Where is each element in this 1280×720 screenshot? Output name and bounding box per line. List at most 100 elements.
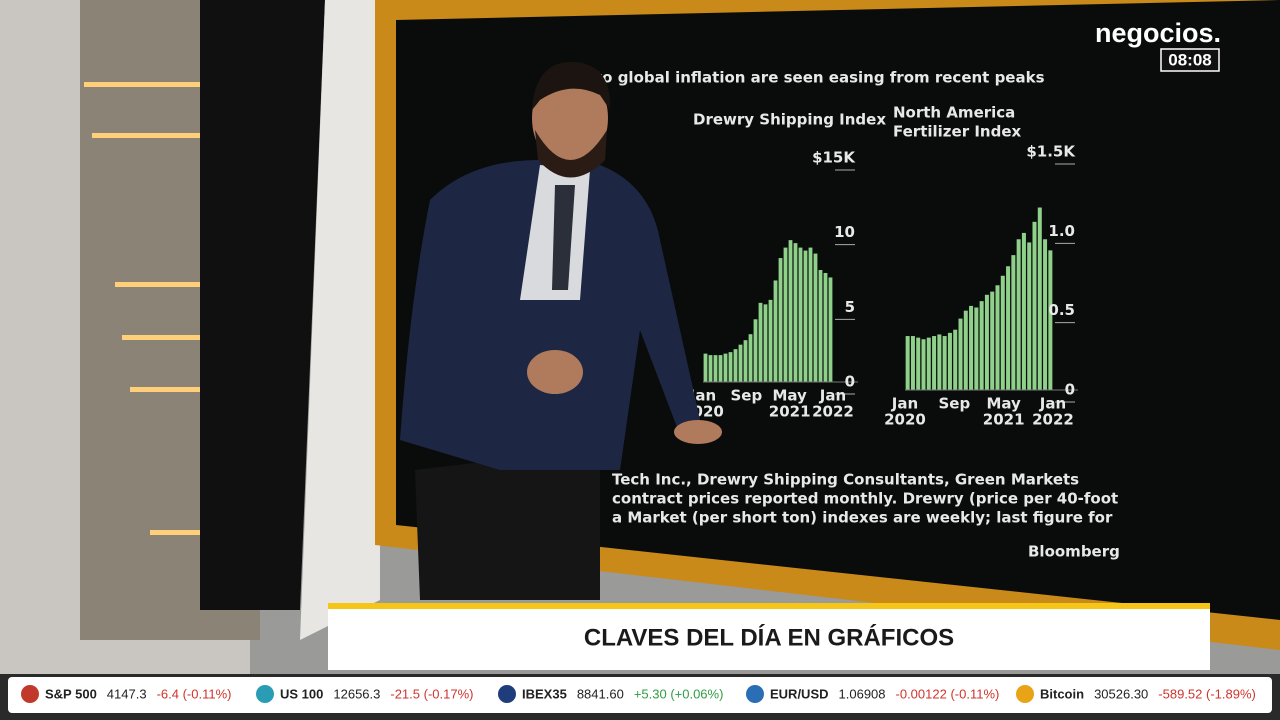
bar (921, 339, 926, 390)
presenter (400, 61, 722, 600)
y-tick-label: 5 (845, 298, 855, 316)
banner-accent (328, 603, 1210, 609)
ticker-name: IBEX35 (522, 686, 567, 701)
y-tick-label: $1.5K (1026, 143, 1076, 161)
bar (1043, 239, 1048, 390)
ticker-price: 4147.3 (107, 686, 147, 701)
bar (748, 334, 753, 382)
bar (788, 240, 793, 382)
bar (942, 336, 947, 390)
footnote-line: a Market (per short ton) indexes are wee… (612, 509, 1113, 527)
bar (1048, 250, 1053, 390)
bar (758, 302, 763, 382)
bar (990, 291, 995, 390)
ticker-price: 1.06908 (839, 686, 886, 701)
x-tick-label: 2021 (983, 411, 1025, 429)
ticker-change: -21.5 (-0.17%) (390, 686, 473, 701)
bar (937, 334, 942, 390)
light-strips (84, 82, 254, 535)
x-tick-label: 2022 (1032, 411, 1074, 429)
bar (1000, 275, 1005, 390)
ticker-price: 8841.60 (577, 686, 624, 701)
y-tick-label: $15K (812, 149, 856, 167)
bar (1037, 207, 1042, 390)
bar (818, 270, 823, 382)
ticker-name: US 100 (280, 686, 323, 701)
x-tick-label: 2022 (812, 403, 854, 421)
bar (963, 310, 968, 390)
chart-title: North America (893, 104, 1015, 122)
y-tick-label: 0 (1065, 381, 1075, 399)
wall (300, 0, 380, 640)
bar (823, 272, 828, 382)
ticker-icon (21, 685, 39, 703)
bar (1021, 232, 1026, 390)
ticker-change: -6.4 (-0.11%) (157, 686, 232, 701)
bar (703, 353, 708, 382)
logo: negocios. (1095, 18, 1221, 48)
ticker-change: +5.30 (+0.06%) (634, 686, 724, 701)
chart-title: Drewry Shipping Index (693, 111, 886, 129)
bar (974, 307, 979, 390)
bar (1006, 266, 1011, 390)
ticker-name: Bitcoin (1040, 686, 1084, 701)
ticker-change: -589.52 (-1.89%) (1158, 686, 1256, 701)
ticker-change: -0.00122 (-0.11%) (896, 686, 1000, 701)
bar (783, 247, 788, 382)
bar (768, 299, 773, 382)
bar (743, 340, 748, 382)
bar (763, 304, 768, 382)
bar (979, 301, 984, 390)
x-tick-label: May (986, 395, 1021, 413)
banner (328, 603, 1210, 670)
y-tick-label: 0.5 (1048, 301, 1075, 319)
bar (1016, 239, 1021, 390)
bar (723, 353, 728, 382)
ticker (8, 677, 1272, 713)
bar (916, 337, 921, 390)
clock: 08:08 (1168, 50, 1211, 69)
x-tick-label: Jan (819, 387, 846, 405)
ticker-price: 12656.3 (333, 686, 380, 701)
ticker-icon (498, 685, 516, 703)
y-tick-label: 0 (845, 373, 855, 391)
ticker-icon (1016, 685, 1034, 703)
bar (969, 305, 974, 390)
ticker-name: S&P 500 (45, 686, 97, 701)
bar (803, 250, 808, 382)
bar (713, 355, 718, 382)
ticker-icon (746, 685, 764, 703)
bar (708, 355, 713, 382)
bar (1011, 255, 1016, 390)
bar (808, 247, 813, 382)
x-tick-label: Jan (891, 395, 918, 413)
bar (813, 253, 818, 382)
x-tick-label: May (772, 387, 807, 405)
bar (753, 319, 758, 382)
chart-title: Fertilizer Index (893, 123, 1021, 141)
bar (1032, 221, 1037, 390)
bar (932, 336, 937, 390)
clock-box (1160, 48, 1220, 72)
bar (778, 258, 783, 382)
bar (958, 318, 963, 390)
y-tick-label: 10 (834, 223, 855, 241)
x-tick-label: Jan (1039, 395, 1066, 413)
footnote-line: contract prices reported monthly. Drewry… (612, 490, 1118, 508)
bar (798, 247, 803, 382)
screen-subtitle: to global inflation are seen easing from… (595, 69, 1045, 87)
x-tick-label: 2020 (884, 411, 926, 429)
x-tick-label: Jan (689, 387, 716, 405)
bar (926, 337, 931, 390)
x-tick-label: Sep (938, 395, 970, 413)
banner-title: CLAVES DEL DÍA EN GRÁFICOS (584, 623, 954, 651)
bar (953, 329, 958, 390)
x-tick-label: Sep (730, 387, 762, 405)
bar (947, 332, 952, 390)
ticker-icon (256, 685, 274, 703)
bar (733, 349, 738, 382)
ticker-price: 30526.30 (1094, 686, 1148, 701)
pillar (200, 0, 325, 610)
bar (793, 243, 798, 382)
